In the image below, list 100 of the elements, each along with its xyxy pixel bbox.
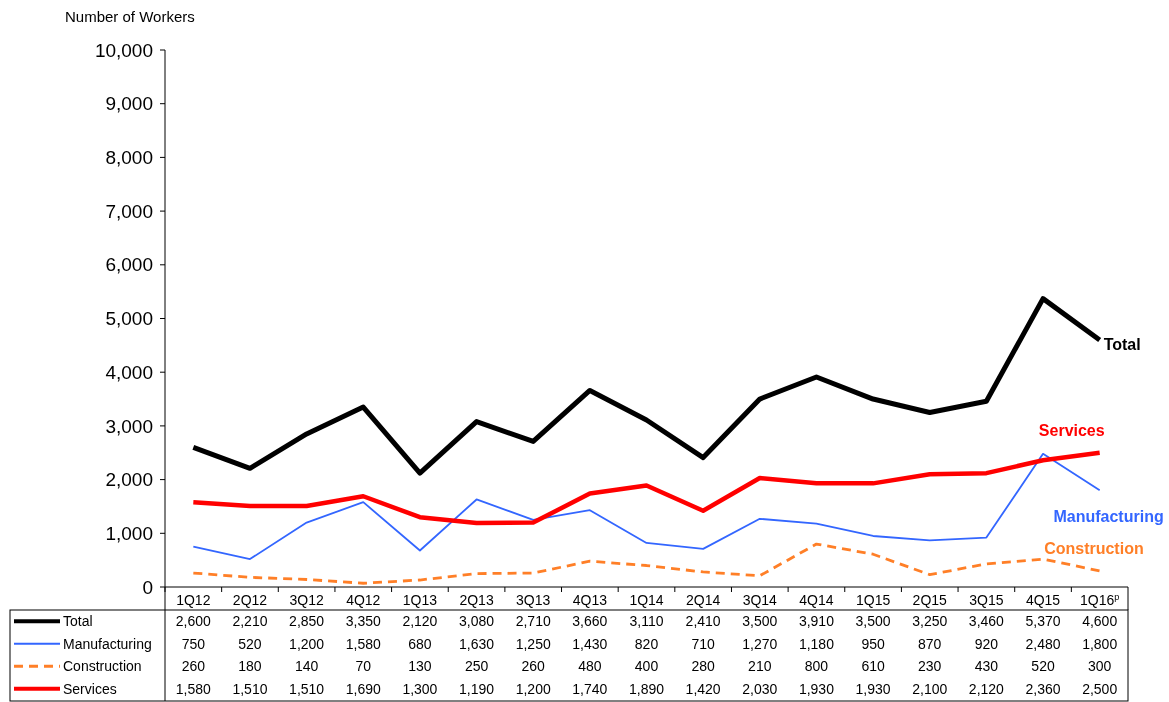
data-label: 520 (1031, 658, 1055, 675)
data-label: 820 (634, 635, 659, 652)
data-label: 400 (634, 658, 659, 675)
y-tick-label: 4,000 (105, 361, 153, 383)
y-tick-label: 9,000 (105, 93, 153, 115)
data-label: 1,630 (459, 635, 495, 652)
data-label: 2,120 (968, 680, 1005, 697)
data-label: 1,250 (515, 635, 551, 652)
y-tick-label: 2,000 (105, 469, 153, 491)
y-tick-label: 5,000 (105, 308, 153, 330)
data-label: 1,180 (798, 635, 835, 652)
data-label: 2,410 (685, 613, 721, 630)
data-label: 2,030 (742, 680, 778, 697)
data-label: 230 (918, 658, 942, 675)
data-label: 1,800 (1082, 635, 1118, 652)
data-label: 870 (918, 635, 942, 652)
data-label: 1,270 (742, 635, 778, 652)
y-tick-label: 7,000 (105, 200, 153, 222)
legend-label: Total (63, 613, 93, 630)
data-label: 300 (1088, 658, 1112, 675)
x-tick-label: 4Q14 (799, 591, 834, 608)
x-tick-label: 1Q16$^{p}$ (1080, 591, 1120, 608)
data-label: 950 (861, 635, 885, 652)
data-label: 1,200 (515, 680, 551, 697)
legend-label: Construction (63, 658, 142, 675)
data-label: 2,100 (912, 680, 948, 697)
y-tick-label: 6,000 (105, 254, 153, 276)
x-tick-label: 3Q14 (742, 591, 778, 608)
data-label: 800 (804, 658, 829, 675)
text: Services (1038, 422, 1105, 440)
data-label: 250 (464, 658, 489, 675)
data-label: 480 (578, 658, 602, 675)
data-label: 3,910 (798, 613, 835, 630)
x-tick-label: 1Q14 (629, 591, 664, 608)
data-label: 1,300 (402, 680, 438, 697)
data-label: 180 (238, 658, 262, 675)
data-label: 130 (408, 658, 432, 675)
data-label: 1,430 (572, 635, 608, 652)
data-label: 1,200 (289, 635, 325, 652)
data-label: 750 (181, 635, 206, 652)
data-label: 260 (521, 658, 546, 675)
data-label: 1,420 (685, 680, 721, 697)
x-tick-label: 4Q12 (346, 591, 381, 608)
data-label: 430 (974, 658, 999, 675)
data-label: 610 (861, 658, 885, 675)
x-tick-label: 2Q12 (232, 591, 268, 608)
data-label: 210 (748, 658, 772, 675)
x-tick-label: 3Q15 (969, 591, 1004, 608)
y-tick-label: 3,000 (105, 415, 153, 437)
data-label: 1,510 (232, 680, 268, 697)
legend-label: Services (63, 680, 117, 697)
data-label: 1,580 (175, 680, 212, 697)
data-label: 2,210 (232, 613, 268, 630)
data-label: 2,120 (402, 613, 438, 630)
text: Manufacturing (1053, 507, 1164, 525)
data-label: 3,250 (912, 613, 948, 630)
x-tick-label: 3Q12 (289, 591, 324, 608)
data-label: 680 (408, 635, 432, 652)
data-label: 2,600 (175, 613, 212, 630)
x-tick-label: 4Q13 (572, 591, 608, 608)
data-label: 1,930 (855, 680, 891, 697)
data-label: 3,460 (968, 613, 1005, 630)
x-tick-label: 1Q12 (176, 591, 211, 608)
data-label: 280 (691, 658, 716, 675)
data-label: 5,370 (1025, 613, 1061, 630)
data-label: 1,890 (628, 680, 665, 697)
x-tick-label: 3Q13 (516, 591, 551, 608)
data-label: 710 (691, 635, 716, 652)
x-tick-label: 4Q15 (1025, 591, 1061, 608)
data-label: 140 (294, 658, 319, 675)
y-tick-label: 10,000 (94, 39, 153, 61)
data-label: 1,580 (345, 635, 381, 652)
y-tick-label: 1,000 (105, 522, 153, 544)
data-label: 2,500 (1082, 680, 1118, 697)
y-tick-label: 0 (142, 576, 153, 598)
legend-label: Manufacturing (63, 635, 152, 652)
data-label: 1,190 (459, 680, 495, 697)
text: Construction (1044, 540, 1144, 558)
data-label: 3,110 (629, 613, 664, 630)
data-label: 3,500 (742, 613, 778, 630)
data-label: 2,480 (1025, 635, 1061, 652)
data-label: 70 (355, 658, 372, 675)
y-axis-title: Number of Workers (65, 8, 195, 25)
x-tick-label: 2Q14 (686, 591, 721, 608)
data-label: 2,710 (515, 613, 551, 630)
x-tick-label: 1Q13 (402, 591, 438, 608)
data-label: 2,850 (289, 613, 325, 630)
x-tick-label: 2Q15 (912, 591, 948, 608)
data-label: 3,350 (345, 613, 381, 630)
data-label: 2,360 (1025, 680, 1061, 697)
x-tick-label: 2Q13 (459, 591, 494, 608)
data-label: 3,500 (855, 613, 891, 630)
data-label: 4,600 (1082, 613, 1118, 630)
data-label: 920 (974, 635, 999, 652)
data-label: 1,690 (345, 680, 381, 697)
data-label: 3,660 (572, 613, 608, 630)
y-tick-label: 8,000 (105, 147, 153, 169)
data-label: 1,510 (289, 680, 325, 697)
text: Total (1103, 335, 1141, 353)
x-tick-label: 1Q15 (855, 591, 891, 608)
